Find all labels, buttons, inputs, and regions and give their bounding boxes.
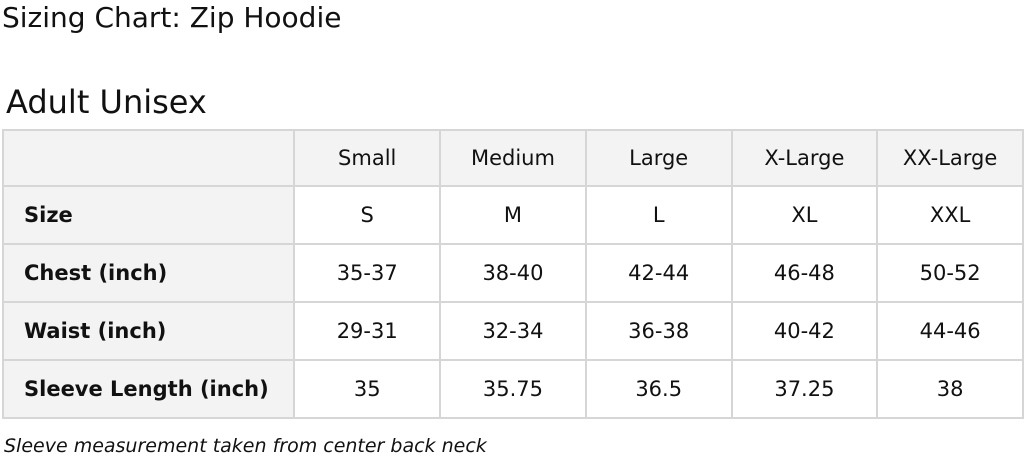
table-cell: M <box>439 185 587 245</box>
table-cell: 36.5 <box>584 359 733 419</box>
table-row: Chest (inch) 35-37 38-40 42-44 46-48 50-… <box>1 243 1024 303</box>
header-cell: XX-Large <box>876 129 1024 187</box>
table-cell: 38-40 <box>439 243 587 303</box>
table-cell: 44-46 <box>876 301 1024 361</box>
table-cell: XL <box>730 185 879 245</box>
table-cell: 46-48 <box>730 243 879 303</box>
header-cell: Large <box>584 129 733 187</box>
table-row: Waist (inch) 29-31 32-34 36-38 40-42 44-… <box>1 301 1024 361</box>
footnote: Sleeve measurement taken from center bac… <box>4 435 487 457</box>
table-cell: 42-44 <box>584 243 733 303</box>
sizing-table: Small Medium Large X-Large XX-Large Size… <box>1 129 1024 419</box>
row-label: Sleeve Length (inch) <box>1 359 296 419</box>
page-title: Sizing Chart: Zip Hoodie <box>2 1 342 34</box>
header-cell: Small <box>293 129 442 187</box>
row-label: Chest (inch) <box>1 243 296 303</box>
table-cell: 50-52 <box>876 243 1024 303</box>
table-cell: 29-31 <box>293 301 442 361</box>
table-cell: 37.25 <box>730 359 879 419</box>
table-cell: XXL <box>876 185 1024 245</box>
table-header-row: Small Medium Large X-Large XX-Large <box>1 129 1024 187</box>
section-subtitle: Adult Unisex <box>6 83 207 121</box>
table-cell: 35-37 <box>293 243 442 303</box>
table-cell: 40-42 <box>730 301 879 361</box>
table-cell: 36-38 <box>584 301 733 361</box>
table-cell: L <box>584 185 733 245</box>
row-label: Waist (inch) <box>1 301 296 361</box>
table-cell: 38 <box>876 359 1024 419</box>
row-label: Size <box>1 185 296 245</box>
table-row: Sleeve Length (inch) 35 35.75 36.5 37.25… <box>1 359 1024 419</box>
table-cell: 32-34 <box>439 301 587 361</box>
header-cell: Medium <box>439 129 587 187</box>
table-cell: 35 <box>293 359 442 419</box>
header-corner-cell <box>1 129 296 187</box>
table-cell: S <box>293 185 442 245</box>
header-cell: X-Large <box>730 129 879 187</box>
table-cell: 35.75 <box>439 359 587 419</box>
table-row: Size S M L XL XXL <box>1 185 1024 245</box>
